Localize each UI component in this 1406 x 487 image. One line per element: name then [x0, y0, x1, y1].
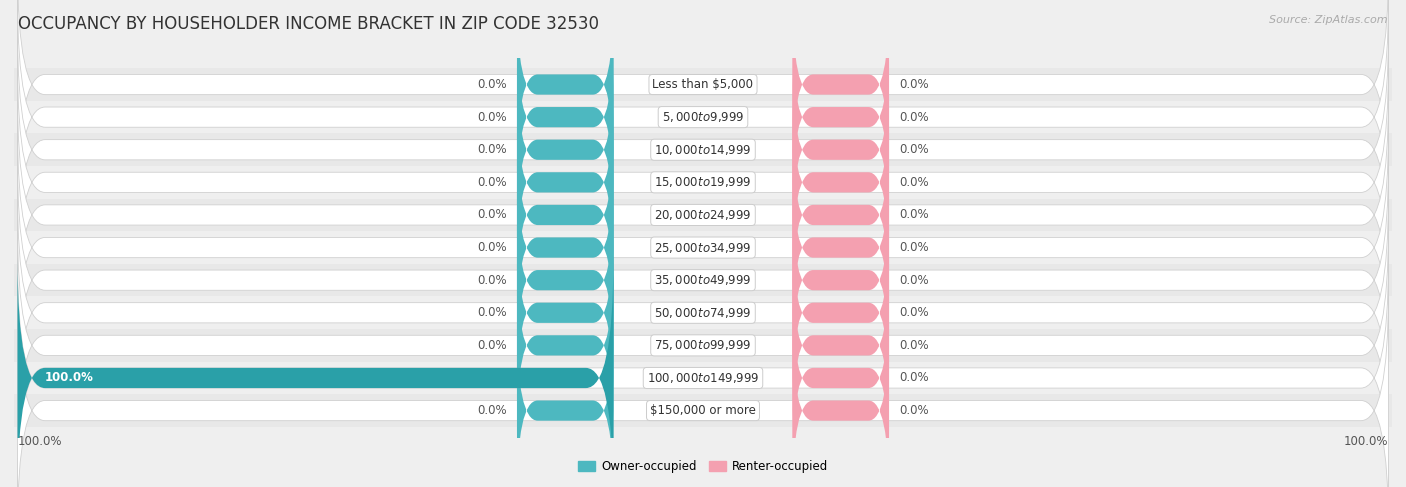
FancyBboxPatch shape [517, 225, 613, 400]
FancyBboxPatch shape [14, 166, 1392, 199]
Text: 0.0%: 0.0% [900, 372, 929, 384]
FancyBboxPatch shape [793, 29, 889, 205]
FancyBboxPatch shape [14, 329, 1392, 362]
Text: 0.0%: 0.0% [477, 241, 506, 254]
Text: 0.0%: 0.0% [900, 111, 929, 124]
Legend: Owner-occupied, Renter-occupied: Owner-occupied, Renter-occupied [572, 455, 834, 478]
Text: Less than $5,000: Less than $5,000 [652, 78, 754, 91]
FancyBboxPatch shape [17, 0, 1389, 205]
FancyBboxPatch shape [793, 225, 889, 400]
Text: 0.0%: 0.0% [900, 404, 929, 417]
Text: 0.0%: 0.0% [900, 176, 929, 189]
FancyBboxPatch shape [14, 297, 1392, 329]
Text: 0.0%: 0.0% [900, 274, 929, 287]
Text: $50,000 to $74,999: $50,000 to $74,999 [654, 306, 752, 320]
FancyBboxPatch shape [14, 231, 1392, 264]
FancyBboxPatch shape [793, 290, 889, 466]
FancyBboxPatch shape [517, 94, 613, 270]
Text: 100.0%: 100.0% [1344, 435, 1389, 448]
FancyBboxPatch shape [517, 323, 613, 487]
FancyBboxPatch shape [14, 362, 1392, 394]
FancyBboxPatch shape [14, 394, 1392, 427]
Text: 0.0%: 0.0% [900, 339, 929, 352]
FancyBboxPatch shape [793, 0, 889, 172]
FancyBboxPatch shape [17, 290, 1389, 487]
FancyBboxPatch shape [14, 68, 1392, 101]
Text: 0.0%: 0.0% [900, 241, 929, 254]
Text: 0.0%: 0.0% [477, 111, 506, 124]
FancyBboxPatch shape [14, 101, 1392, 133]
Text: 0.0%: 0.0% [900, 143, 929, 156]
Text: Source: ZipAtlas.com: Source: ZipAtlas.com [1270, 15, 1388, 25]
FancyBboxPatch shape [793, 258, 889, 433]
FancyBboxPatch shape [517, 29, 613, 205]
Text: $150,000 or more: $150,000 or more [650, 404, 756, 417]
FancyBboxPatch shape [793, 160, 889, 335]
FancyBboxPatch shape [793, 192, 889, 368]
FancyBboxPatch shape [17, 62, 1389, 302]
FancyBboxPatch shape [14, 199, 1392, 231]
FancyBboxPatch shape [17, 192, 1389, 433]
FancyBboxPatch shape [793, 94, 889, 270]
Text: 100.0%: 100.0% [45, 372, 94, 384]
Text: $75,000 to $99,999: $75,000 to $99,999 [654, 338, 752, 353]
FancyBboxPatch shape [17, 0, 1389, 238]
Text: 0.0%: 0.0% [900, 78, 929, 91]
FancyBboxPatch shape [17, 29, 1389, 270]
FancyBboxPatch shape [517, 160, 613, 335]
FancyBboxPatch shape [793, 323, 889, 487]
Text: 0.0%: 0.0% [900, 208, 929, 222]
FancyBboxPatch shape [17, 258, 613, 487]
FancyBboxPatch shape [17, 94, 1389, 335]
Text: $10,000 to $14,999: $10,000 to $14,999 [654, 143, 752, 157]
Text: $25,000 to $34,999: $25,000 to $34,999 [654, 241, 752, 255]
Text: 0.0%: 0.0% [477, 176, 506, 189]
Text: 0.0%: 0.0% [477, 143, 506, 156]
Text: $15,000 to $19,999: $15,000 to $19,999 [654, 175, 752, 189]
FancyBboxPatch shape [17, 225, 1389, 466]
FancyBboxPatch shape [17, 160, 1389, 400]
Text: 0.0%: 0.0% [477, 208, 506, 222]
Text: 0.0%: 0.0% [477, 274, 506, 287]
Text: OCCUPANCY BY HOUSEHOLDER INCOME BRACKET IN ZIP CODE 32530: OCCUPANCY BY HOUSEHOLDER INCOME BRACKET … [18, 15, 599, 33]
FancyBboxPatch shape [517, 62, 613, 238]
FancyBboxPatch shape [517, 127, 613, 302]
Text: 0.0%: 0.0% [477, 404, 506, 417]
FancyBboxPatch shape [14, 133, 1392, 166]
FancyBboxPatch shape [793, 127, 889, 302]
FancyBboxPatch shape [17, 258, 1389, 487]
FancyBboxPatch shape [517, 258, 613, 433]
Text: 0.0%: 0.0% [900, 306, 929, 319]
FancyBboxPatch shape [14, 264, 1392, 297]
FancyBboxPatch shape [517, 0, 613, 172]
Text: $100,000 to $149,999: $100,000 to $149,999 [647, 371, 759, 385]
Text: $5,000 to $9,999: $5,000 to $9,999 [662, 110, 744, 124]
Text: 0.0%: 0.0% [477, 78, 506, 91]
Text: 0.0%: 0.0% [477, 339, 506, 352]
FancyBboxPatch shape [793, 62, 889, 238]
FancyBboxPatch shape [517, 192, 613, 368]
Text: $20,000 to $24,999: $20,000 to $24,999 [654, 208, 752, 222]
Text: 100.0%: 100.0% [17, 435, 62, 448]
Text: 0.0%: 0.0% [477, 306, 506, 319]
Text: $35,000 to $49,999: $35,000 to $49,999 [654, 273, 752, 287]
FancyBboxPatch shape [17, 127, 1389, 368]
